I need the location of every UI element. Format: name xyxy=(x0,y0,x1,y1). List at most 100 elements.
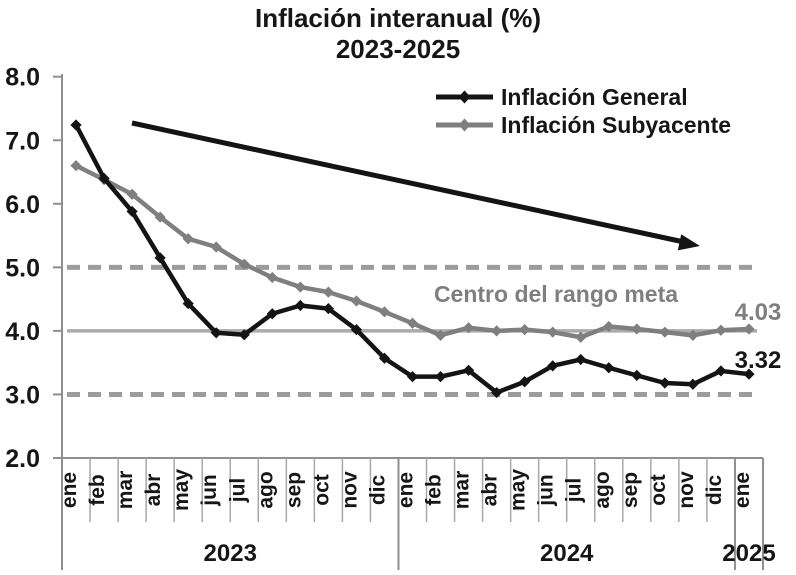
data-point-subyacente xyxy=(322,286,334,298)
series-line-general xyxy=(74,123,750,395)
data-point-general xyxy=(434,371,447,383)
data-point-subyacente xyxy=(266,271,278,284)
x-tick-label: oct xyxy=(310,474,333,506)
x-tick-label: ene xyxy=(731,472,754,508)
data-point-general xyxy=(378,352,391,364)
x-tick-label: oct xyxy=(647,474,670,506)
data-point-general xyxy=(154,252,166,264)
x-tick-label: abr xyxy=(479,474,502,507)
data-point-subyacente xyxy=(603,320,615,333)
legend-marker-subyacente-diamond-icon xyxy=(458,118,471,132)
end-value-subyacente: 4.03 xyxy=(735,299,782,326)
data-point-subyacente xyxy=(462,322,475,334)
x-tick-label: may xyxy=(507,469,530,511)
data-point-general xyxy=(406,371,419,383)
legend-label-subyacente: Inflación Subyacente xyxy=(501,112,731,138)
data-point-subyacente xyxy=(70,160,82,172)
downward-trend-arrow xyxy=(131,120,700,251)
chart-title: Inflación interanual (%) xyxy=(255,3,541,33)
target-center-label: Centro del rango meta xyxy=(434,281,678,307)
x-tick-label: nov xyxy=(338,471,361,509)
data-point-general xyxy=(70,119,82,131)
data-point-general xyxy=(350,324,363,336)
data-point-general xyxy=(294,299,306,312)
data-point-subyacente xyxy=(294,281,306,293)
data-point-subyacente xyxy=(491,325,503,337)
data-point-subyacente xyxy=(434,329,447,341)
x-tick-label: jun xyxy=(198,474,221,507)
data-point-general xyxy=(210,327,222,339)
data-point-general xyxy=(322,303,334,315)
data-point-general xyxy=(126,205,138,218)
x-tick-label: mar xyxy=(451,471,474,510)
year-label: 2023 xyxy=(204,540,257,567)
x-tick-label: jul xyxy=(563,478,586,504)
x-tick-label: mar xyxy=(114,471,137,510)
x-tick-label: sep xyxy=(619,472,642,508)
data-point-subyacente xyxy=(350,295,363,307)
data-point-general xyxy=(743,368,755,380)
x-tick-label: feb xyxy=(86,474,109,506)
data-point-general xyxy=(462,364,475,376)
y-tick-label: 8.0 xyxy=(5,64,40,92)
data-point-subyacente xyxy=(687,329,699,341)
data-point-subyacente xyxy=(126,188,138,200)
data-point-subyacente xyxy=(182,233,194,245)
x-tick-label: may xyxy=(170,469,193,511)
data-point-general xyxy=(182,297,194,310)
y-tick-label: 7.0 xyxy=(5,127,40,155)
data-point-general xyxy=(491,386,503,399)
data-point-subyacente xyxy=(406,317,419,329)
x-tick-label: ene xyxy=(395,472,418,508)
legend-label-general: Inflación General xyxy=(501,84,688,110)
data-point-subyacente xyxy=(575,331,587,343)
data-point-subyacente xyxy=(715,324,727,336)
x-tick-label: nov xyxy=(675,471,698,509)
data-point-general xyxy=(659,377,671,389)
data-point-general xyxy=(575,353,587,366)
data-point-subyacente xyxy=(631,323,643,335)
year-label: 2024 xyxy=(540,540,594,567)
x-tick-label: feb xyxy=(423,474,446,506)
data-point-general xyxy=(238,329,250,341)
y-tick-label: 4.0 xyxy=(5,318,40,346)
x-tick-label: ene xyxy=(58,472,81,508)
legend: Inflación General Inflación Subyacente xyxy=(436,84,731,138)
axes: 8.0 7.0 6.0 5.0 4.0 3.0 2.0 xyxy=(5,64,763,570)
data-point-subyacente xyxy=(238,258,250,270)
x-tick-label: ago xyxy=(254,471,277,508)
data-point-subyacente xyxy=(210,241,222,253)
x-tick-label: ago xyxy=(591,471,614,508)
data-point-general xyxy=(687,378,699,390)
x-tick-label: abr xyxy=(142,474,165,507)
legend-marker-general-diamond-icon xyxy=(458,90,471,104)
data-point-subyacente xyxy=(378,306,391,318)
trend-arrow-shaft xyxy=(131,120,685,245)
end-value-general: 3.32 xyxy=(735,347,782,374)
x-axis-labels: ene feb mar abr may jun jul ago sep oct nov dic2023… xyxy=(58,458,776,570)
year-label: 2025 xyxy=(722,540,775,567)
x-tick-label: jun xyxy=(535,474,558,507)
data-point-general xyxy=(519,376,531,388)
y-tick-label: 5.0 xyxy=(5,254,40,282)
x-tick-label: jul xyxy=(226,478,249,504)
data-point-subyacente xyxy=(743,323,755,335)
y-tick-label: 3.0 xyxy=(5,381,40,409)
data-point-general xyxy=(98,172,110,184)
series-line-subyacente xyxy=(75,163,750,340)
x-tick-label: dic xyxy=(366,475,389,506)
data-point-subyacente xyxy=(519,324,531,336)
chart-subtitle: 2023-2025 xyxy=(336,34,460,64)
data-point-general xyxy=(715,365,727,377)
data-point-general xyxy=(547,360,559,372)
data-point-general xyxy=(603,362,615,374)
data-point-subyacente xyxy=(659,326,671,338)
data-point-subyacente xyxy=(547,326,559,338)
data-series xyxy=(70,119,755,399)
trend-arrow-head xyxy=(677,234,700,251)
data-point-general xyxy=(266,308,278,320)
y-tick-label: 2.0 xyxy=(5,445,40,473)
x-tick-label: dic xyxy=(703,475,726,506)
y-tick-label: 6.0 xyxy=(5,191,40,219)
